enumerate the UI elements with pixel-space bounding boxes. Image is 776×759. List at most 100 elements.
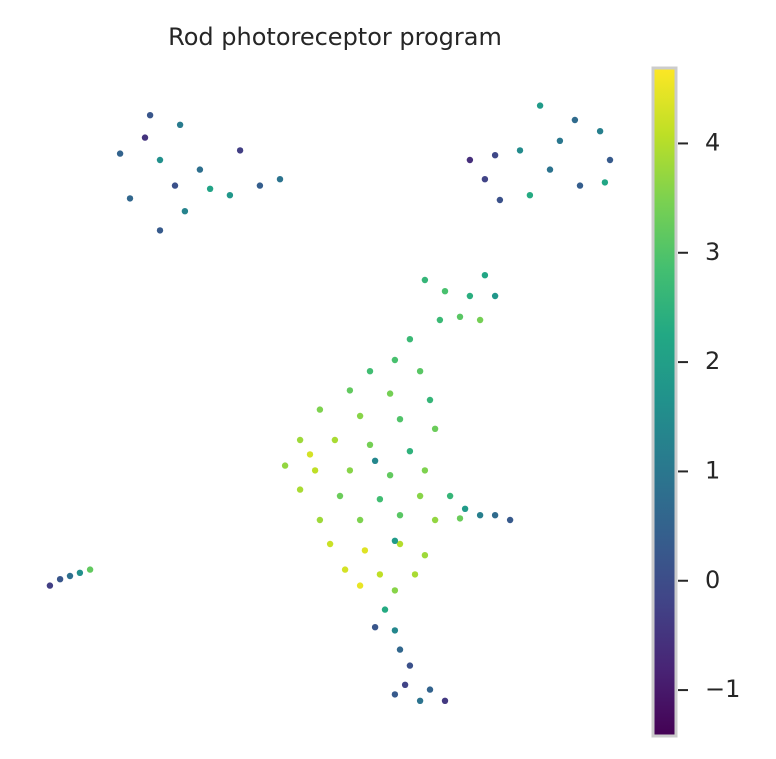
point (416, 368, 424, 375)
colorbar-tick-label: 4 (705, 128, 720, 156)
point (506, 516, 514, 524)
point (411, 571, 419, 578)
point (206, 185, 214, 192)
point (376, 496, 384, 503)
point (366, 441, 374, 448)
colorbar-tick-label: −1 (705, 675, 740, 703)
point (431, 425, 439, 432)
point (346, 387, 354, 394)
point (426, 686, 434, 693)
point (66, 572, 74, 580)
point (516, 147, 524, 154)
point (341, 566, 349, 573)
point (461, 505, 469, 512)
point (331, 436, 339, 444)
point (406, 336, 414, 343)
point (116, 150, 124, 157)
point (571, 116, 579, 124)
point (371, 457, 379, 464)
point (141, 134, 149, 141)
point (391, 627, 399, 634)
point (346, 467, 354, 474)
point (401, 681, 409, 688)
point (396, 646, 404, 653)
point (441, 288, 449, 295)
colorbar (651, 66, 678, 738)
point (381, 606, 389, 613)
point (356, 582, 364, 589)
point (376, 571, 384, 578)
point (526, 192, 534, 199)
point (406, 448, 414, 455)
point (416, 492, 424, 500)
point (491, 292, 499, 300)
point (481, 272, 489, 279)
point (226, 192, 234, 199)
point (281, 462, 289, 469)
point (386, 472, 394, 479)
point (396, 540, 404, 548)
colorbar-tick-label: 0 (705, 566, 720, 594)
point (366, 368, 374, 375)
point (391, 537, 399, 544)
colorbar-tick-label: 3 (705, 238, 720, 266)
point (236, 147, 244, 154)
point (456, 515, 464, 522)
point (396, 416, 404, 423)
point (491, 152, 499, 159)
point (76, 569, 84, 576)
point (606, 156, 614, 164)
point (326, 540, 334, 548)
point (181, 208, 189, 215)
point (546, 166, 554, 173)
colorbar-tick-label: 2 (705, 347, 720, 375)
point (46, 582, 54, 589)
chart-title: Rod photoreceptor program (168, 23, 502, 51)
point (86, 566, 94, 573)
point (391, 691, 399, 698)
point (336, 492, 344, 500)
point (496, 196, 504, 204)
point (356, 516, 364, 524)
colorbar-tick-label: 1 (705, 456, 720, 484)
point (466, 156, 474, 164)
point (126, 195, 134, 202)
point (421, 552, 429, 559)
point (456, 313, 464, 320)
point (306, 451, 314, 458)
point (396, 512, 404, 519)
point (481, 176, 489, 183)
point (391, 356, 399, 364)
point (196, 166, 204, 173)
point (446, 492, 454, 500)
point (361, 547, 369, 554)
point (476, 316, 484, 324)
point (296, 486, 304, 493)
point (556, 137, 564, 144)
point (421, 467, 429, 474)
point (441, 697, 449, 704)
point (476, 512, 484, 519)
point (536, 102, 544, 109)
point (371, 624, 379, 631)
point (311, 467, 319, 474)
point (406, 662, 414, 669)
point (416, 697, 424, 704)
point (466, 292, 474, 300)
point (436, 316, 444, 324)
point (146, 112, 154, 119)
point (356, 412, 364, 420)
point (426, 396, 434, 404)
point (431, 516, 439, 524)
point (176, 121, 184, 128)
point (56, 576, 64, 583)
point (491, 512, 499, 519)
point (276, 176, 284, 183)
point (391, 587, 399, 594)
point (156, 156, 164, 164)
point (601, 179, 609, 186)
point (316, 406, 324, 413)
point (171, 182, 179, 189)
point (156, 227, 164, 234)
